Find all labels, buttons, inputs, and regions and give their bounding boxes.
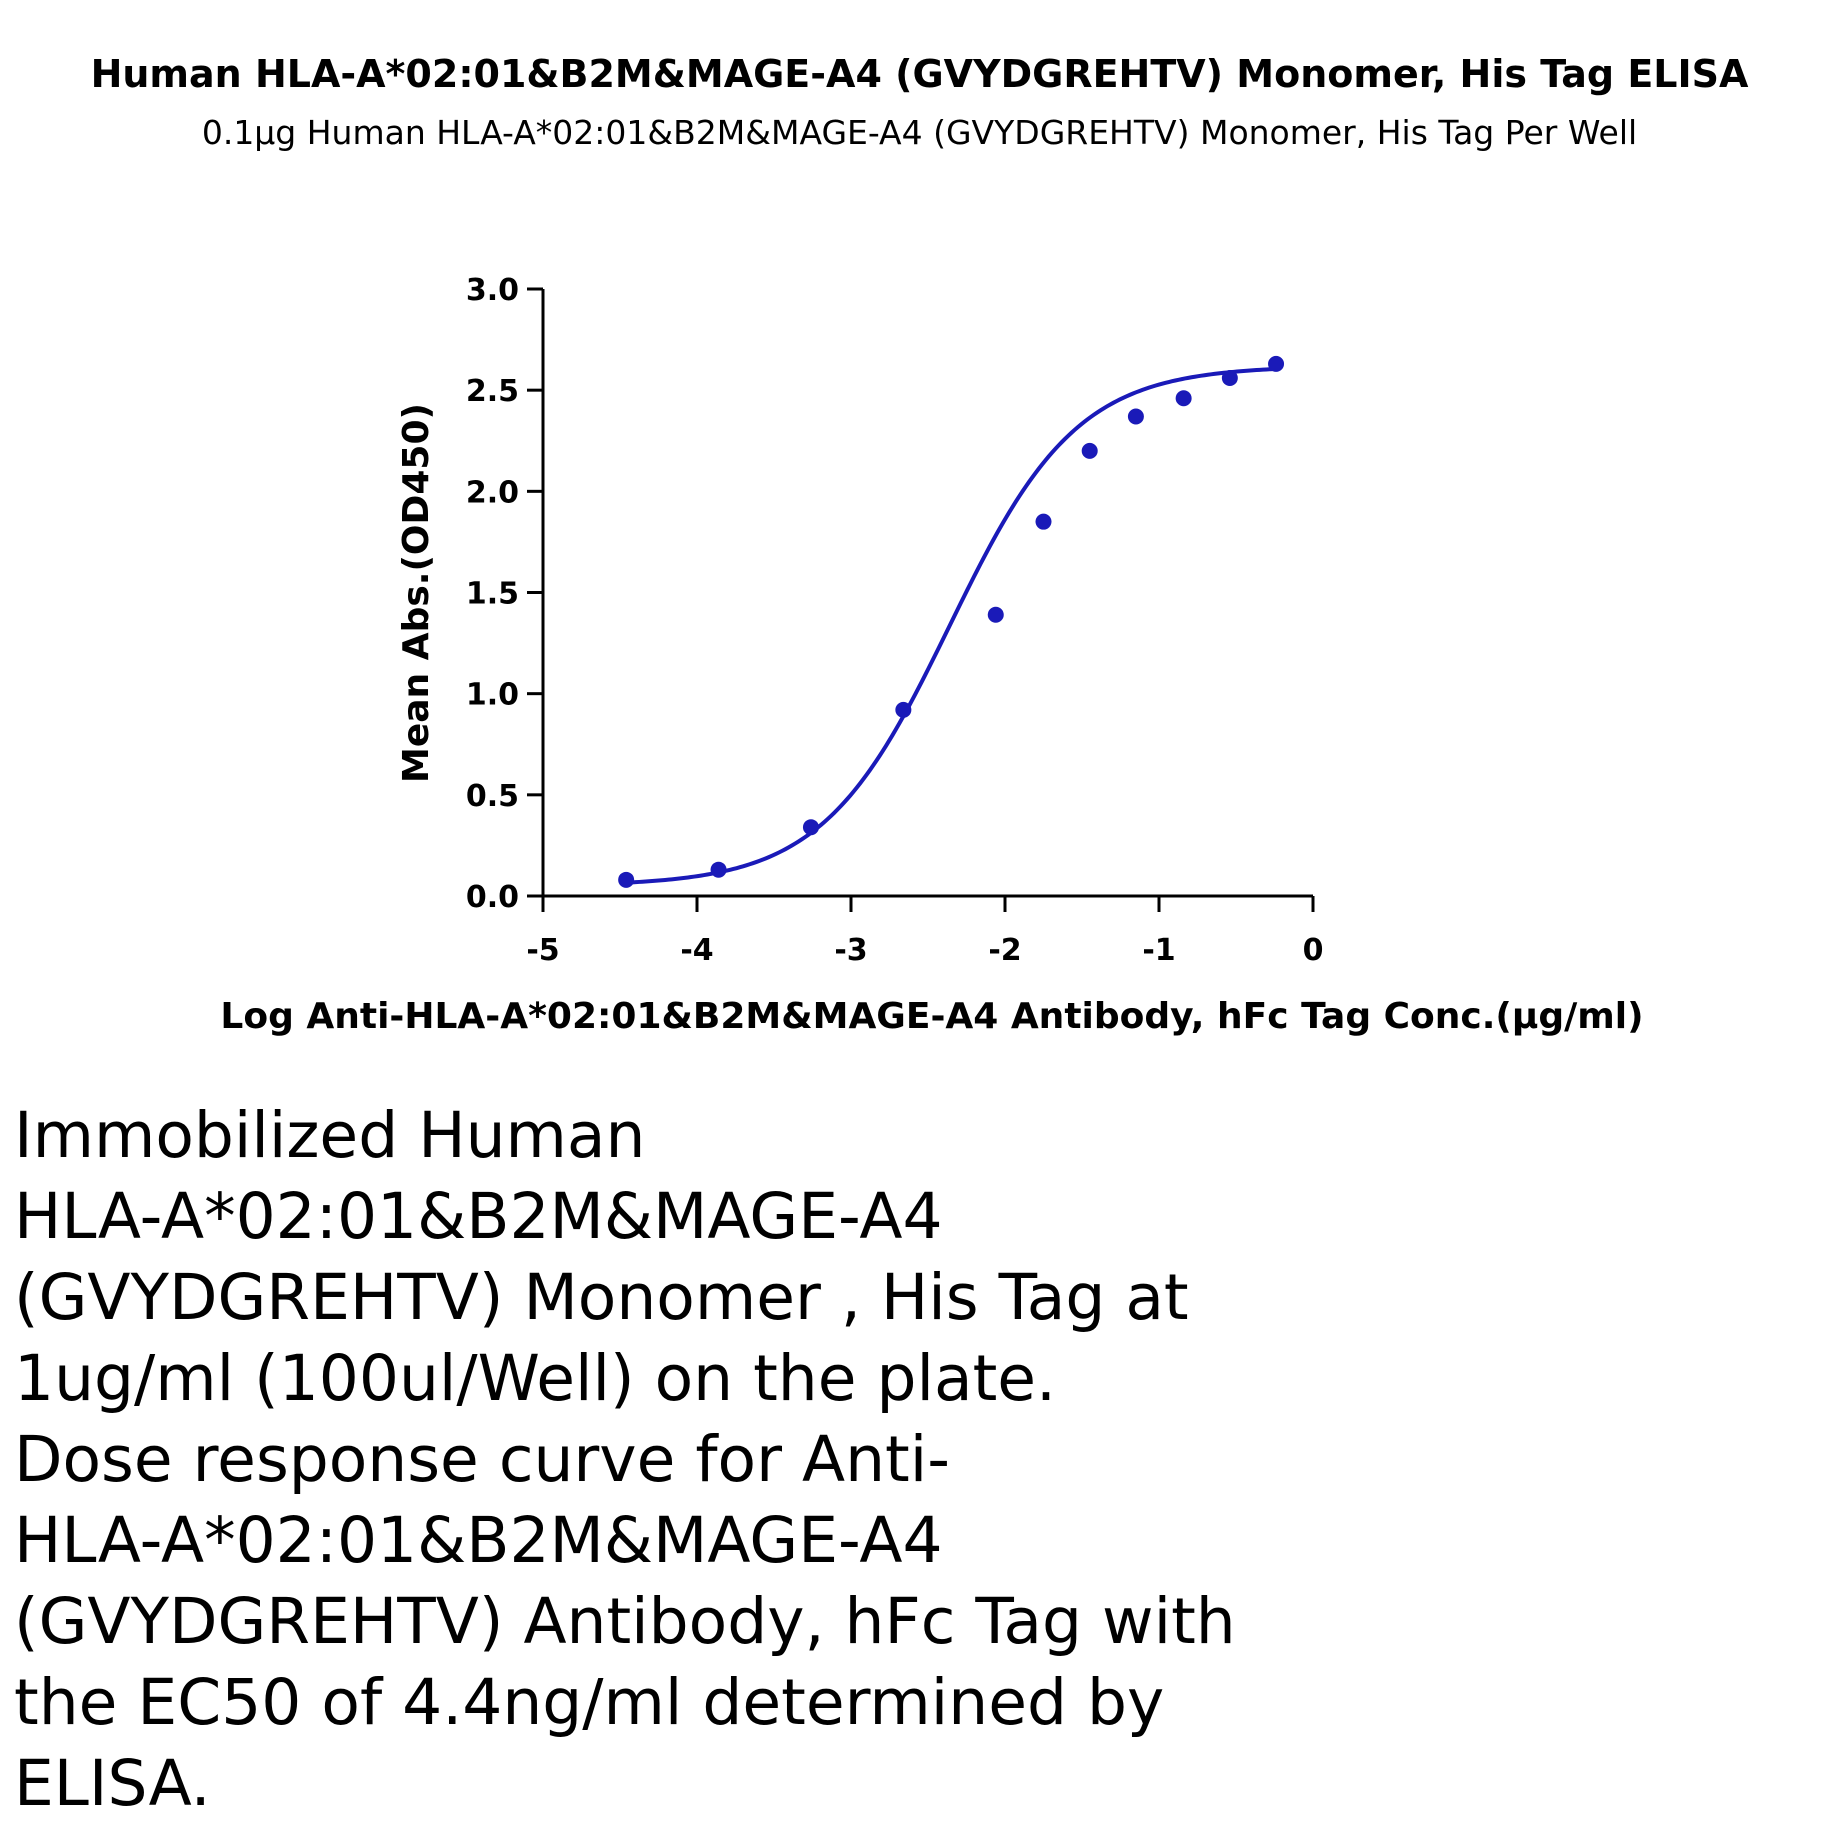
data-point	[1175, 390, 1192, 407]
fit-curve	[626, 366, 1277, 885]
data-point	[1127, 408, 1144, 425]
axes	[541, 289, 1313, 898]
data-point	[618, 871, 635, 888]
figure-caption: Immobilized Human HLA-A*02:01&B2M&MAGE-A…	[14, 1099, 1236, 1820]
x-tick-label: -1	[1142, 933, 1175, 968]
y-tick-label: 2.5	[466, 374, 519, 409]
data-point	[1221, 370, 1238, 387]
y-tick-label: 0.0	[466, 880, 519, 915]
y-axis-title: Mean Abs.(OD450)	[396, 403, 437, 783]
y-tick-label: 0.5	[466, 779, 519, 814]
x-tick-label: -5	[526, 933, 559, 968]
data-point	[802, 819, 819, 836]
y-tick-label: 3.0	[466, 273, 519, 308]
x-tick-label: -2	[988, 933, 1021, 968]
dose-response-chart: -5 -4 -3 -2 -1 0 0.0 0.5 1.0 1.5 2.0 2.5 3.0 Log An…	[220, 273, 1643, 1037]
y-tick-label: 1.0	[466, 678, 519, 713]
y-tick-label: 1.5	[466, 577, 519, 612]
data-point	[710, 861, 727, 878]
x-tick-label: -4	[680, 933, 713, 968]
data-point	[987, 606, 1004, 623]
data-points	[618, 355, 1285, 888]
x-axis-title: Log Anti-HLA-A*02:01&B2M&MAGE-A4 Antibod…	[220, 996, 1643, 1037]
x-axis-ticks: -5 -4 -3 -2 -1 0	[526, 896, 1323, 968]
y-tick-label: 2.0	[466, 475, 519, 510]
data-point	[895, 701, 912, 718]
x-tick-label: -3	[834, 933, 867, 968]
x-tick-label: 0	[1303, 933, 1324, 968]
data-point	[1035, 513, 1052, 530]
chart-title: Human HLA-A*02:01&B2M&MAGE-A4 (GVYDGREHT…	[90, 52, 1749, 96]
data-point	[1081, 442, 1098, 459]
y-axis-ticks: 0.0 0.5 1.0 1.5 2.0 2.5 3.0	[466, 273, 543, 915]
data-point	[1268, 355, 1285, 372]
chart-subtitle: 0.1μg Human HLA-A*02:01&B2M&MAGE-A4 (GVY…	[201, 113, 1638, 152]
